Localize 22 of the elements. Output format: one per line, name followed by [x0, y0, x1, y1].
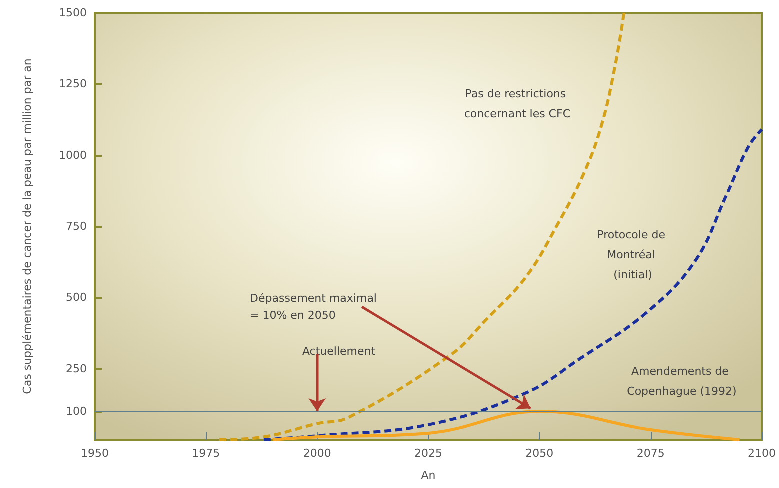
series-label: Protocole de Montréal (initial) [597, 228, 669, 282]
x-tick-label: 2075 [636, 447, 665, 460]
y-tick-label: 250 [66, 362, 87, 376]
y-tick-label: 750 [66, 220, 87, 233]
x-tick-label: 2100 [748, 447, 776, 460]
y-tick-label: 100 [66, 405, 87, 418]
x-tick-label: 1975 [192, 447, 220, 460]
y-tick-label: 1000 [59, 148, 87, 162]
x-tick-label: 2050 [526, 447, 554, 460]
annotation: Actuellement [302, 345, 376, 358]
x-axis-title: An [421, 469, 436, 482]
text: Amendements de Copenhague (1992) [627, 365, 737, 398]
x-tick-label: 1950 [81, 447, 109, 460]
text: Pas de restrictions concernant les CFC [464, 88, 571, 121]
x-tick-label: 2025 [414, 447, 442, 460]
y-tick-label: 1250 [59, 78, 87, 91]
y-tick-label: 500 [66, 291, 87, 304]
x-tick-label: 2000 [303, 447, 332, 460]
y-tick-label: 1500 [59, 6, 87, 20]
y-axis-title: Cas supplémentaires de cancer de la peau par million par an [21, 58, 34, 394]
annotation: Dépassement maximal = 10% en 2050 [250, 292, 380, 322]
line-series [271, 410, 742, 442]
